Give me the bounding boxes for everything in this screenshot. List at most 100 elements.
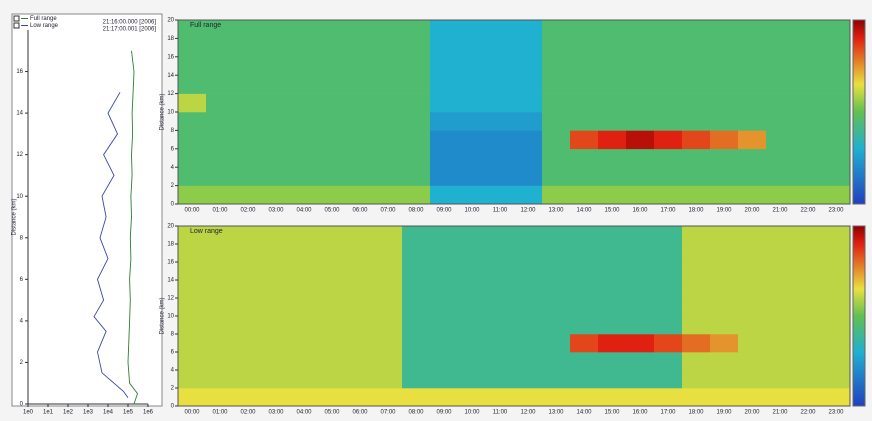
heat-cell [486, 167, 514, 186]
heat-cell [822, 75, 850, 94]
heat-cell [290, 316, 318, 334]
heat-cell [626, 112, 654, 131]
heat-cell [654, 280, 682, 298]
legend-label: Low range [30, 23, 59, 29]
x-tick-label: 22:00 [800, 208, 816, 214]
heat-cell [206, 38, 234, 57]
heat-cell [262, 262, 290, 280]
heat-cell [570, 352, 598, 370]
heat-cell [822, 388, 850, 406]
heat-cell [542, 226, 570, 244]
x-tick-label: 04:00 [296, 208, 312, 214]
heat-cell [682, 167, 710, 186]
heat-cell [738, 316, 766, 334]
heat-cell [542, 149, 570, 168]
heat-cell [374, 20, 402, 39]
heat-cell [346, 370, 374, 388]
heat-cell [374, 298, 402, 316]
heat-cell [486, 130, 514, 149]
heat-cell [318, 334, 346, 352]
heat-cell [178, 75, 206, 94]
heat-cell [654, 186, 682, 205]
heat-cell [738, 149, 766, 168]
heat-cell [290, 370, 318, 388]
heat-cell [514, 226, 542, 244]
heat-cell [710, 280, 738, 298]
heat-cell [430, 167, 458, 186]
heat-cell [598, 20, 626, 39]
heat-cell [346, 316, 374, 334]
heat-cell [290, 112, 318, 131]
heat-cell [570, 112, 598, 131]
heat-cell [262, 94, 290, 113]
heat-cell [654, 94, 682, 113]
heat-cell [654, 352, 682, 370]
heat-cell [262, 280, 290, 298]
heat-cell [598, 316, 626, 334]
heat-cell [458, 112, 486, 131]
heat-cell [514, 244, 542, 262]
heat-cell [682, 280, 710, 298]
heat-cell [626, 94, 654, 113]
heat-cell [262, 388, 290, 406]
heat-cell [402, 20, 430, 39]
heat-cell [290, 38, 318, 57]
heat-cell [626, 370, 654, 388]
x-tick-label: 03:00 [268, 208, 284, 214]
y-axis-label: Distance (km) [160, 93, 166, 130]
x-tick-label: 15:00 [604, 208, 620, 214]
heat-cell [766, 316, 794, 334]
heat-cell [346, 57, 374, 76]
heat-cell [458, 226, 486, 244]
heat-cell [598, 298, 626, 316]
heat-cell [486, 298, 514, 316]
heat-cell [430, 186, 458, 205]
heat-cell [262, 130, 290, 149]
x-tick-label: 09:00 [436, 208, 452, 214]
y-tick-label: 16 [167, 54, 174, 60]
heat-cell [570, 334, 598, 352]
heat-cell [598, 370, 626, 388]
heat-cell [346, 20, 374, 39]
heat-cell [570, 38, 598, 57]
heat-cell [542, 75, 570, 94]
heat-cell [626, 280, 654, 298]
heat-cell [178, 262, 206, 280]
heat-cell [234, 352, 262, 370]
y-tick-label: 20 [167, 224, 174, 230]
heat-cell [794, 149, 822, 168]
heat-cell [234, 112, 262, 131]
heat-cell [766, 112, 794, 131]
heat-cell [794, 244, 822, 262]
heat-cell [374, 280, 402, 298]
heat-cell [514, 57, 542, 76]
heat-cell [402, 298, 430, 316]
heat-cell [178, 280, 206, 298]
heat-cell [318, 75, 346, 94]
y-tick-label: 18 [167, 36, 174, 42]
heat-cell [430, 298, 458, 316]
x-tick-label: 04:00 [296, 410, 312, 416]
heat-cell [710, 316, 738, 334]
heat-cell [626, 388, 654, 406]
heat-cell [542, 388, 570, 406]
heat-cell [570, 149, 598, 168]
heat-cell [654, 167, 682, 186]
x-tick-label: 16:00 [632, 410, 648, 416]
heat-cell [542, 20, 570, 39]
heat-cell [458, 149, 486, 168]
x-tick-label: 18:00 [688, 410, 704, 416]
heat-cell [626, 38, 654, 57]
heat-cell [710, 262, 738, 280]
heat-cell [178, 352, 206, 370]
x-tick-label: 09:00 [436, 410, 452, 416]
heat-cell [570, 370, 598, 388]
colorbar [853, 20, 865, 204]
heat-cell [486, 226, 514, 244]
heat-cell [598, 57, 626, 76]
heat-cell [290, 186, 318, 205]
heat-cell [346, 75, 374, 94]
heat-cell [318, 149, 346, 168]
heat-cell [570, 167, 598, 186]
heat-cell [458, 20, 486, 39]
